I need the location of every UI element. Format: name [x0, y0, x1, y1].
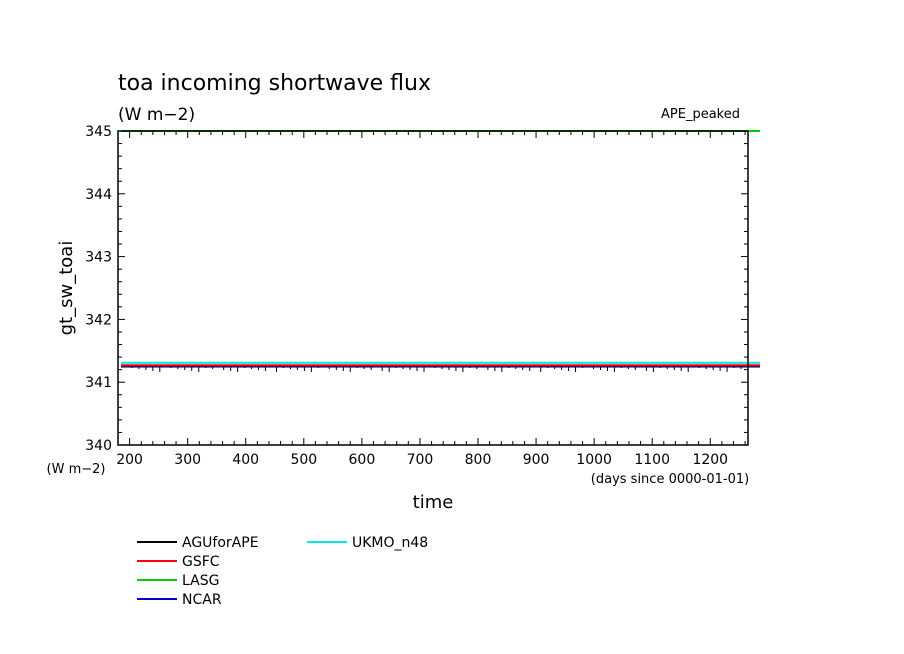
- x-units: (days since 0000-01-01): [591, 472, 749, 487]
- legend-label-ncar: NCAR: [182, 592, 222, 608]
- y-tick-label: 343: [85, 250, 112, 266]
- legend: AGUforAPE GSFC LASG NCAR UKMO_n48: [137, 535, 428, 608]
- x-tick-label: 600: [349, 452, 376, 468]
- dataset-label: APE_peaked: [661, 107, 740, 122]
- x-tick-label: 700: [407, 452, 434, 468]
- x-tick-label: 500: [290, 452, 317, 468]
- x-tick-label: 300: [174, 452, 201, 468]
- chart-subtitle: (W m−2): [118, 105, 195, 125]
- y-tick-label: 340: [85, 438, 112, 454]
- plot-frame: [117, 130, 749, 446]
- x-axis-label: time: [413, 492, 454, 513]
- x-tick-label: 800: [465, 452, 492, 468]
- y-axis-label: gt_sw_toai: [56, 241, 77, 336]
- y-units: (W m−2): [47, 462, 106, 477]
- chart-title: toa incoming shortwave flux: [118, 71, 431, 96]
- x-tick-label: 900: [523, 452, 550, 468]
- legend-label-gsfc: GSFC: [182, 554, 220, 570]
- x-tick-label: 1200: [692, 452, 728, 468]
- x-tick-label: 1000: [576, 452, 612, 468]
- x-axis-ticks: 200 300 400 500 600 700 800 900 1000 1100 1200: [116, 131, 746, 468]
- legend-label-aguforape: AGUforAPE: [182, 535, 259, 551]
- y-tick-label: 345: [85, 124, 112, 140]
- x-tick-label: 200: [116, 452, 143, 468]
- series-layer: [121, 130, 760, 372]
- y-tick-label: 344: [85, 187, 112, 203]
- y-tick-label: 342: [85, 312, 112, 328]
- y-axis-ticks: 340 341 342 343 344 345: [85, 124, 748, 454]
- legend-label-ukmo_n48: UKMO_n48: [352, 535, 428, 551]
- y-tick-label: 341: [85, 375, 112, 391]
- legend-label-lasg: LASG: [182, 573, 219, 589]
- x-tick-label: 1100: [634, 452, 670, 468]
- x-tick-label: 400: [232, 452, 259, 468]
